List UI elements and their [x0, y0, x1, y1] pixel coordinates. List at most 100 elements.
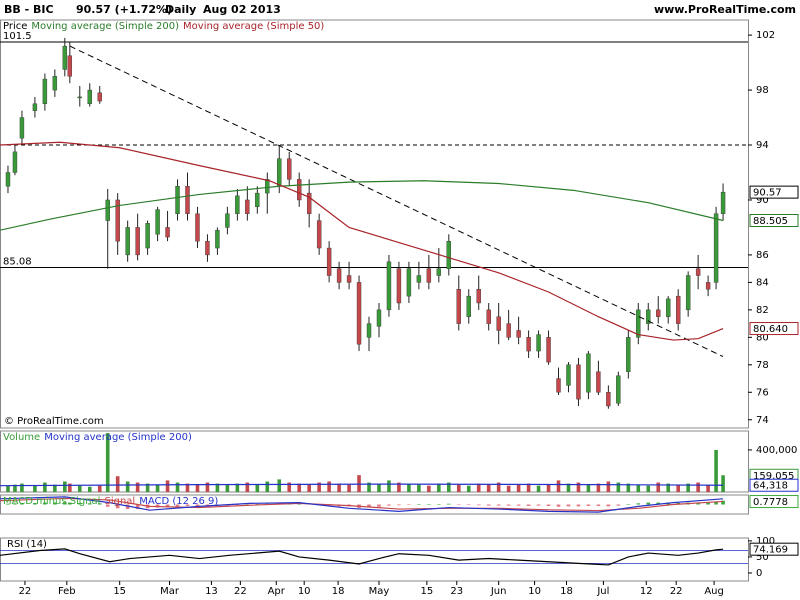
y-tick-label: 400,000 [756, 445, 797, 456]
x-tick-label: 13 [205, 586, 218, 597]
candle-body [556, 378, 561, 393]
legend: Price Moving average (Simple 200) Moving a… [3, 21, 324, 32]
macd-bar [63, 502, 67, 505]
macd-bar [536, 504, 541, 506]
volume-bar [13, 484, 17, 492]
y-tick-label: 80 [756, 332, 769, 343]
volume-bar [367, 482, 371, 492]
macd-bar [387, 504, 391, 506]
volume-bar [556, 480, 561, 492]
volume-bar [33, 485, 37, 492]
candle-body [713, 213, 719, 283]
candle-body [277, 158, 282, 187]
volume-bar [496, 482, 501, 492]
legend-entry: Moving average (Simple 200) [31, 21, 179, 32]
macd-bar [175, 504, 180, 507]
candle-body [436, 268, 442, 276]
macd-bar [185, 504, 190, 507]
value-tag-label: 159,055 [753, 471, 794, 482]
volume-bar [636, 484, 641, 492]
macd-bar [714, 501, 718, 505]
candle-body [165, 227, 170, 238]
volume-bar [125, 481, 130, 492]
volume-bar [277, 479, 282, 492]
candle-body [62, 45, 68, 70]
legend: Volume Moving average (Simple 200) [3, 432, 192, 443]
candle-body [306, 192, 312, 214]
level-label: 85.08 [3, 257, 32, 268]
candle-body [476, 289, 481, 304]
series-line [0, 180, 724, 231]
volume-bar [20, 483, 24, 492]
x-tick-label: 22 [234, 586, 247, 597]
volume-bar [714, 449, 718, 492]
legend-entry: MACD minus Signal [3, 496, 100, 507]
x-tick-label: 15 [420, 586, 433, 597]
last-price: 90.57 (+1.72%) [76, 3, 172, 16]
volume-bar [696, 482, 700, 492]
candle-body [12, 151, 18, 173]
macd-bar [235, 504, 240, 505]
candle-body [396, 268, 402, 304]
value-tag [749, 495, 799, 509]
candle-body [52, 76, 58, 91]
volume-bar [616, 482, 621, 492]
volume-bar [287, 482, 292, 492]
macd-bar [6, 503, 10, 505]
candle-body [446, 240, 451, 269]
volume-bar [155, 484, 160, 492]
macd-bar [566, 504, 571, 507]
macd-bar [397, 504, 401, 506]
candle-body [466, 295, 471, 317]
candle-body [386, 261, 392, 311]
macd-bar [721, 500, 725, 505]
volume-bar [327, 481, 331, 492]
macd-bar [245, 504, 250, 505]
macd-bar [43, 502, 47, 505]
candle-body [316, 220, 322, 249]
volume-bar [205, 482, 210, 492]
volume-bar [53, 484, 57, 492]
candle-body [125, 227, 130, 256]
candle-body [416, 275, 422, 283]
macd-bar [636, 503, 641, 505]
macd-bar [125, 504, 130, 510]
candle-body [516, 330, 521, 338]
macd-bar [646, 502, 651, 505]
y-tick-label: 100 [756, 536, 775, 547]
candle-body [346, 275, 352, 283]
candle-body [456, 289, 461, 324]
value-tag-label: 0.7778 [753, 497, 788, 508]
x-tick-label: 10 [528, 586, 541, 597]
candle-body [135, 227, 140, 256]
candle-body [225, 213, 230, 228]
level-label: 101.5 [3, 31, 32, 42]
value-tag [749, 542, 799, 556]
macd-bar [456, 504, 461, 505]
volume-bar [175, 482, 180, 492]
volume-bar [105, 433, 110, 492]
macd-bar [616, 504, 621, 506]
candle-body [675, 295, 681, 324]
volume-bar [185, 483, 190, 492]
candle-body [366, 323, 372, 338]
y-tick-label: 94 [756, 140, 769, 151]
x-tick-label: 18 [332, 586, 345, 597]
volume-bar [456, 484, 461, 492]
y-tick-label: 102 [756, 30, 775, 41]
y-tick-label: 78 [756, 360, 769, 371]
candle-body [87, 89, 92, 104]
copyright: © ProRealTime.com [4, 416, 104, 427]
macd-bar [496, 504, 501, 506]
legend-entry: RSI (14) [7, 539, 47, 550]
candle-body [32, 103, 38, 111]
volume-bar [357, 475, 361, 492]
legend-entry: Price [3, 21, 27, 32]
macd-bar [526, 504, 531, 507]
macd-bar [53, 502, 57, 505]
volume-bar [77, 485, 82, 492]
volume-bar [417, 484, 421, 492]
candle-body [297, 179, 302, 201]
volume-bar [466, 485, 471, 492]
